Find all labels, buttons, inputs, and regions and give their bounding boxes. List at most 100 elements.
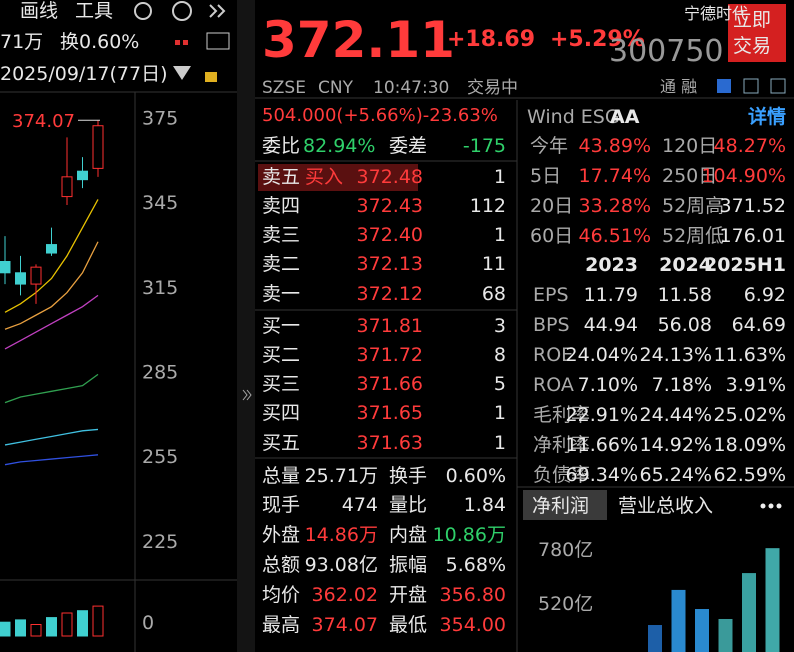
stat-label: 内盘	[389, 524, 428, 547]
expand-icon[interactable]	[217, 4, 226, 18]
stat-label: 均价	[262, 583, 301, 606]
help-icon[interactable]	[172, 1, 192, 21]
level-qty: 8	[493, 343, 506, 366]
level-label: 买二	[262, 343, 301, 366]
settings-icon[interactable]	[134, 2, 152, 20]
change: +18.69	[447, 27, 536, 52]
moving-average	[4, 241, 99, 330]
label: 委差	[389, 134, 428, 157]
chevron	[246, 389, 252, 401]
bar	[648, 625, 662, 652]
return: 176.01	[719, 224, 786, 247]
volume-bar	[30, 624, 42, 637]
return: 43.89%	[578, 134, 651, 157]
exchange: SZSE	[262, 77, 306, 98]
edit-icon[interactable]	[717, 79, 731, 93]
label: 委比	[262, 134, 301, 157]
alert-icon[interactable]	[743, 78, 759, 94]
detail-link[interactable]: 详情	[747, 105, 786, 128]
candle-body	[15, 272, 26, 285]
metric-value: 24.44%	[639, 403, 712, 426]
stat-label: 振幅	[389, 553, 428, 576]
y-tick-label: 0	[142, 612, 154, 634]
active-tab[interactable]	[523, 490, 607, 520]
metric-value: 7.18%	[651, 373, 712, 396]
stat-label: 总额	[262, 553, 301, 576]
metric-value: 25.02%	[713, 403, 786, 426]
lock-icon[interactable]	[205, 72, 217, 82]
level-label: 买四	[262, 402, 301, 425]
tab[interactable]: 营业总收入	[618, 494, 714, 517]
metric-value: 14.92%	[639, 433, 712, 456]
period: 120日	[662, 134, 718, 157]
date[interactable]: 2025/09/17(77日)	[0, 62, 168, 85]
expand-icon[interactable]	[209, 4, 218, 18]
kline-chart: 375 345 315 285 255 225 374.07 0	[0, 108, 178, 637]
metric: 负债率	[533, 463, 591, 486]
trade-button[interactable]: 立即交易	[733, 9, 772, 57]
y-tick-label: 375	[142, 108, 178, 130]
return: 104.90%	[701, 164, 786, 187]
metric: BPS	[533, 313, 570, 336]
more-dot[interactable]	[776, 503, 782, 509]
metric: 净利率	[533, 433, 591, 456]
esg-label: Wind ESG	[527, 105, 620, 128]
level-price: 371.66	[356, 373, 423, 396]
bar	[671, 589, 686, 652]
splitter[interactable]	[237, 0, 255, 652]
level-label: 卖五	[262, 165, 301, 188]
level-qty: 3	[493, 314, 506, 337]
toolbar-button[interactable]: 画线	[20, 0, 59, 22]
marker	[183, 40, 188, 45]
esg-rating: AA	[610, 105, 640, 128]
metric-value: 11.58	[657, 283, 712, 306]
stat-label: 外盘	[262, 524, 301, 547]
volume-bar	[0, 621, 11, 637]
y-tick-label: 285	[142, 362, 178, 384]
fiscal-period: 2025H1	[703, 253, 786, 276]
more-dot[interactable]	[760, 503, 766, 509]
period: 52周高	[662, 194, 725, 217]
stock-name: 宁德时代	[684, 4, 749, 23]
moving-average	[4, 428, 99, 446]
bar	[695, 609, 709, 652]
metric-value: 18.09%	[713, 433, 786, 456]
wp-icon[interactable]	[206, 32, 230, 50]
change-pct: +5.29%	[550, 27, 645, 52]
metric-value: 6.92	[743, 283, 786, 306]
status: 交易中	[467, 77, 518, 98]
metric-value: 62.59%	[713, 463, 786, 486]
trade-button-bg[interactable]	[728, 4, 786, 62]
level-label: 买三	[262, 373, 301, 396]
bar	[742, 573, 756, 652]
stat-label: 总量	[262, 464, 301, 487]
high-label: 374.07	[12, 111, 75, 132]
volume-bar	[15, 619, 26, 637]
y-tick-label: 315	[142, 277, 178, 299]
fiscal-period: 2023	[585, 253, 638, 276]
period: 52周低	[662, 224, 725, 247]
buy-button[interactable]: 买入	[305, 165, 344, 188]
bid-ask-ratio: 82.94%	[303, 134, 376, 157]
toolbar-button[interactable]: 工具	[75, 0, 114, 22]
bid-ask-diff: -175	[462, 134, 506, 157]
period: 60日	[530, 224, 574, 247]
level-price: 372.13	[356, 253, 423, 276]
level-label: 卖一	[262, 282, 301, 305]
metric-value: 11.79	[583, 283, 638, 306]
share-icon[interactable]	[770, 78, 786, 94]
metric: 毛利率	[533, 403, 591, 426]
tab[interactable]: 净利润	[532, 494, 590, 517]
stat-label: 现手	[262, 494, 301, 517]
stat-value: 93.08亿	[304, 553, 378, 576]
dropdown-icon[interactable]	[173, 66, 191, 80]
stat-label: 最低	[389, 613, 428, 636]
more-dot[interactable]	[768, 503, 774, 509]
volume-bar	[46, 617, 57, 637]
stock-code: 300750	[609, 34, 724, 69]
stat-label: 换手	[389, 464, 428, 487]
level-qty: 1	[493, 431, 506, 454]
stat-value: 25.71万	[304, 464, 378, 487]
level-label: 买一	[262, 314, 301, 337]
